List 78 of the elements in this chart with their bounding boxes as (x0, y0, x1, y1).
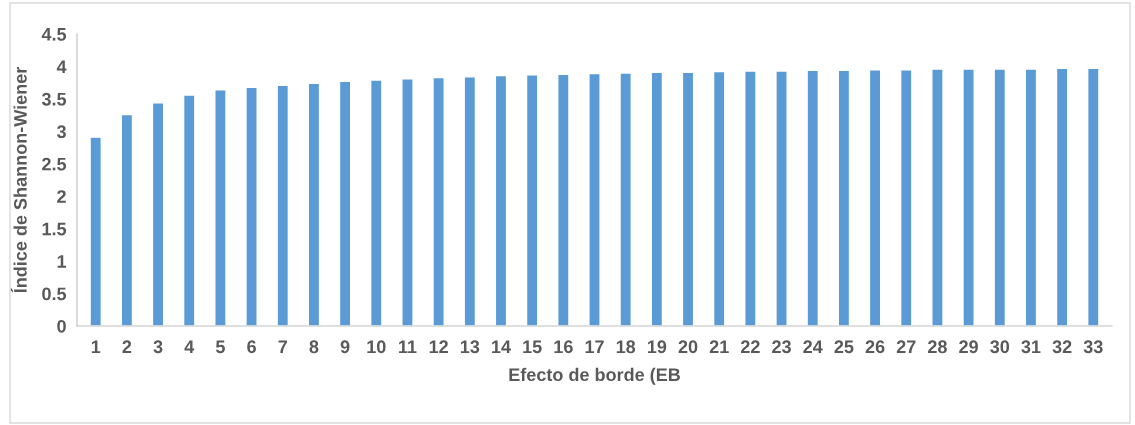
bar (899, 68, 913, 326)
bar (401, 78, 414, 326)
x-tick-label: 11 (399, 340, 417, 353)
x-tick-label: 30 (990, 340, 1010, 354)
bar (245, 86, 258, 326)
x-tick-label: 23 (772, 340, 791, 354)
bar (868, 68, 882, 326)
bar (494, 74, 508, 326)
x-tick-label: 15 (523, 340, 542, 354)
x-tick-label: 3 (153, 340, 163, 354)
bar (432, 76, 445, 326)
x-tick-label: 14 (492, 340, 511, 353)
bar (307, 82, 321, 326)
y-tick-label: 2.5 (42, 157, 67, 171)
y-tick-label: 4.5 (41, 28, 67, 41)
bar (806, 69, 820, 326)
y-tick-label: 1.5 (42, 222, 67, 236)
x-tick-label: 26 (865, 340, 885, 354)
y-tick-label: 3.5 (41, 92, 67, 106)
x-tick-label: 1 (91, 340, 101, 353)
bar (338, 80, 352, 326)
y-axis-title: Índice de Shannon-Wiener (10, 66, 27, 293)
bar (276, 84, 290, 326)
bar (1024, 68, 1038, 326)
x-tick-label: 5 (215, 340, 225, 354)
bar (1055, 67, 1069, 326)
bar (744, 70, 757, 326)
x-tick-label: 10 (367, 340, 386, 354)
bar (837, 69, 851, 326)
y-tick-label: 0 (57, 319, 66, 333)
bar (557, 73, 570, 326)
x-tick-label: 18 (616, 340, 636, 354)
x-tick-label: 28 (928, 340, 947, 354)
x-tick-label: 9 (340, 340, 350, 354)
x-tick-label: 20 (678, 340, 698, 354)
bar (151, 102, 165, 326)
bar (182, 94, 196, 326)
x-tick-label: 8 (309, 340, 319, 354)
bar (463, 76, 477, 326)
x-tick-label: 4 (184, 340, 195, 353)
y-tick-label: 1 (57, 255, 67, 268)
x-tick-label: 12 (429, 340, 448, 353)
x-tick-label: 33 (1083, 340, 1103, 354)
x-tick-label: 22 (740, 340, 760, 353)
x-tick-label: 27 (896, 340, 916, 353)
x-tick-label: 24 (803, 340, 823, 353)
x-tick-label: 19 (647, 340, 667, 354)
x-tick-label: 13 (460, 340, 480, 354)
bar (650, 71, 664, 326)
bar (993, 68, 1007, 326)
x-tick-label: 17 (585, 340, 604, 353)
bar (120, 113, 134, 326)
x-tick-label: 6 (247, 340, 256, 354)
y-tick-label: 3 (56, 125, 66, 139)
bar (931, 68, 944, 326)
bar (369, 79, 383, 326)
bar (681, 71, 695, 326)
bar (712, 70, 726, 326)
x-tick-label: 29 (959, 340, 978, 354)
x-tick-label: 25 (834, 340, 854, 354)
bar (214, 89, 227, 326)
y-tick-label: 0.5 (42, 287, 67, 301)
bar (89, 136, 103, 326)
x-tick-label: 2 (122, 340, 132, 353)
x-axis-title: Efecto de borde (EB (509, 367, 680, 385)
x-tick-label: 21 (709, 340, 729, 353)
x-tick-label: 7 (278, 340, 287, 353)
x-tick-label: 16 (554, 340, 573, 354)
bar (775, 70, 788, 326)
bar (619, 72, 632, 326)
x-tick-label: 31 (1021, 340, 1041, 354)
x-tick-label: 32 (1052, 340, 1072, 354)
y-tick-label: 4 (56, 60, 67, 73)
bar (1086, 67, 1100, 326)
bar (525, 74, 539, 326)
y-tick-label: 2 (57, 190, 66, 203)
bar (962, 68, 975, 326)
bar (588, 72, 601, 326)
